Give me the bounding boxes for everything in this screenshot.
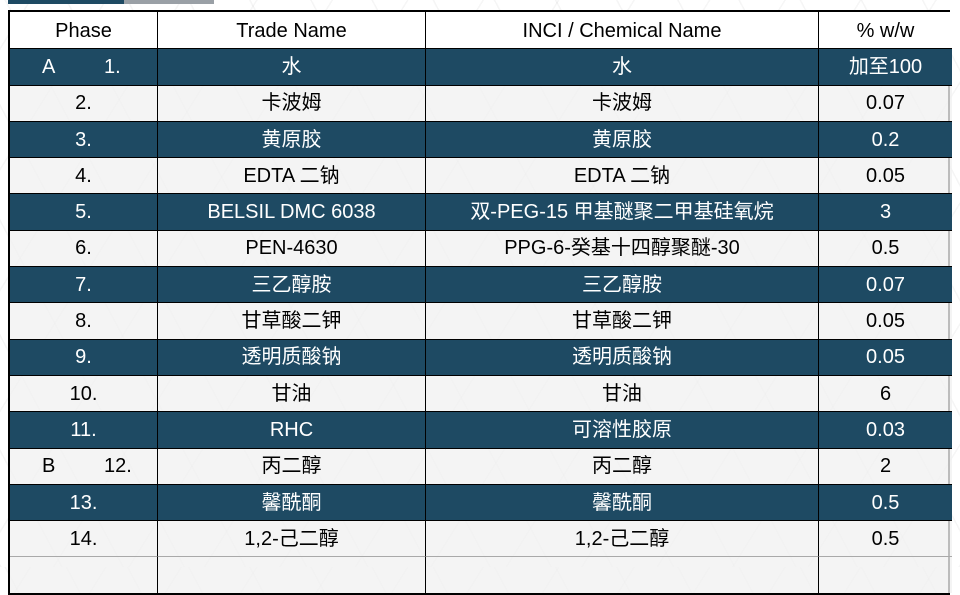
trade-name-cell: 透明质酸钠: [158, 338, 426, 375]
row-number: 11.: [70, 418, 97, 441]
phase-cell: B 12.: [10, 447, 158, 484]
trade-name-cell: 甘草酸二钾: [158, 302, 426, 339]
row-number: 6.: [75, 237, 92, 260]
column-header-trade-name: Trade Name: [158, 12, 426, 49]
trade-name-cell: RHC: [158, 411, 426, 448]
column-header-pct-ww: % w/w: [819, 12, 952, 49]
inci-name-cell: 可溶性胶原: [426, 411, 819, 448]
inci-name-cell: 1,2-己二醇: [426, 520, 819, 557]
inci-name-cell: PPG-6-癸基十四醇聚醚-30: [426, 229, 819, 267]
row-number: 14.: [69, 527, 98, 550]
pct-ww-cell: 0.05: [819, 157, 952, 194]
phase-cell: 8.: [10, 302, 158, 339]
trade-name-cell: EDTA 二钠: [158, 157, 426, 194]
phase-letter: B: [42, 455, 56, 478]
previous-row-remnant-border: [124, 0, 214, 4]
inci-name-cell: 黄原胶: [426, 120, 819, 158]
phase-cell: 7.: [10, 266, 158, 303]
pct-ww-cell: 0.05: [819, 338, 952, 375]
phase-cell: 13.: [10, 483, 158, 521]
pct-ww-cell: 0.07: [819, 84, 952, 121]
trade-name-cell: PEN-4630: [158, 229, 426, 267]
phase-cell: A 1.: [10, 48, 158, 85]
trade-name-cell: 甘油: [158, 374, 426, 412]
inci-name-cell: 甘草酸二钾: [426, 302, 819, 339]
trade-name-cell: BELSIL DMC 6038: [158, 193, 426, 230]
partial-row-cell: [819, 556, 952, 593]
pct-ww-cell: 0.05: [819, 302, 952, 339]
row-number: 9.: [75, 346, 92, 369]
row-number: 5.: [75, 201, 92, 224]
inci-name-cell: 甘油: [426, 374, 819, 412]
inci-name-cell: 水: [426, 48, 819, 85]
pct-ww-cell: 加至100: [819, 48, 952, 85]
pct-ww-cell: 0.2: [819, 120, 952, 158]
partial-row-cell: [426, 556, 819, 593]
phase-cell: 10.: [10, 374, 158, 412]
phase-cell: 3.: [10, 120, 158, 158]
inci-name-cell: 卡波姆: [426, 84, 819, 121]
phase-letter: A: [42, 55, 56, 78]
pct-ww-cell: 0.5: [819, 483, 952, 521]
trade-name-cell: 黄原胶: [158, 120, 426, 158]
phase-cell: 5.: [10, 193, 158, 230]
pct-ww-cell: 0.07: [819, 266, 952, 303]
inci-name-cell: 丙二醇: [426, 447, 819, 484]
pct-ww-cell: 0.5: [819, 229, 952, 267]
row-number: 2.: [75, 92, 92, 115]
inci-name-cell: 透明质酸钠: [426, 338, 819, 375]
trade-name-cell: 三乙醇胺: [158, 266, 426, 303]
inci-name-cell: 双-PEG-15 甲基醚聚二甲基硅氧烷: [426, 193, 819, 230]
trade-name-cell: 丙二醇: [158, 447, 426, 484]
pct-ww-cell: 3: [819, 193, 952, 230]
trade-name-cell: 水: [158, 48, 426, 85]
partial-row-cell: [158, 556, 426, 593]
trade-name-cell: 卡波姆: [158, 84, 426, 121]
row-number: 8.: [75, 310, 92, 333]
pct-ww-cell: 0.03: [819, 411, 952, 448]
partial-row-cell: [10, 556, 158, 593]
previous-row-remnant: [8, 0, 124, 4]
inci-name-cell: EDTA 二钠: [426, 157, 819, 194]
phase-cell: 2.: [10, 84, 158, 121]
row-number: 13.: [69, 491, 98, 514]
row-number: 12.: [104, 455, 132, 478]
inci-name-cell: 三乙醇胺: [426, 266, 819, 303]
row-number: 10.: [69, 382, 98, 405]
phase-cell: 4.: [10, 157, 158, 194]
pct-ww-cell: 6: [819, 374, 952, 412]
phase-cell: 9.: [10, 338, 158, 375]
column-header-phase: Phase: [10, 12, 158, 49]
trade-name-cell: 1,2-己二醇: [158, 520, 426, 557]
pct-ww-cell: 0.5: [819, 520, 952, 557]
pct-ww-cell: 2: [819, 447, 952, 484]
formulation-table: Phase Trade Name INCI / Chemical Name % …: [8, 10, 952, 595]
phase-cell: 14.: [10, 520, 158, 557]
column-header-inci-chemical-name: INCI / Chemical Name: [426, 12, 819, 49]
trade-name-cell: 馨酰酮: [158, 483, 426, 521]
inci-name-cell: 馨酰酮: [426, 483, 819, 521]
phase-cell: 6.: [10, 229, 158, 267]
row-number: 3.: [75, 128, 92, 151]
row-number: 7.: [75, 273, 92, 296]
phase-cell: 11.: [10, 411, 158, 448]
row-number: 1.: [104, 55, 121, 78]
row-number: 4.: [75, 164, 92, 187]
